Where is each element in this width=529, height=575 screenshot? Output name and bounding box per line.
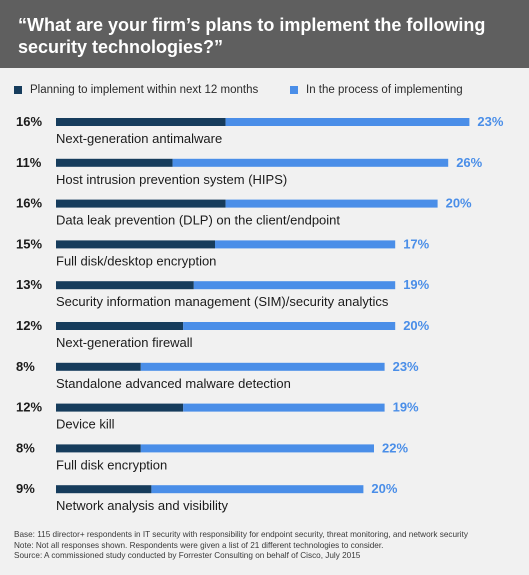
category-label: Next-generation antimalware [56, 131, 222, 146]
bar-in-process [151, 485, 364, 494]
bar-in-process [140, 444, 374, 453]
bar-planning [56, 240, 215, 249]
bar-in-process [183, 322, 396, 330]
value-label-in-process: 20% [371, 481, 397, 496]
footnotes: Base: 115 director+ respondents in IT se… [14, 530, 524, 562]
header-bar: “What are your firm’s plans to implement… [0, 0, 529, 68]
value-label-in-process: 26% [456, 155, 482, 170]
bar-planning [56, 118, 226, 126]
bar-in-process [225, 199, 438, 208]
value-label-planning: 8% [16, 359, 35, 374]
category-label: Security information management (SIM)/se… [56, 294, 389, 309]
category-label: Network analysis and visibility [56, 498, 228, 513]
bar-in-process [215, 240, 396, 249]
bar-in-process [172, 158, 449, 167]
category-label: Full disk encryption [56, 457, 167, 472]
category-label: Full disk/desktop encryption [56, 253, 216, 268]
value-label-planning: 8% [16, 440, 35, 455]
category-label: Data leak prevention (DLP) on the client… [56, 213, 340, 228]
bar-planning [56, 444, 141, 453]
category-label: Device kill [56, 417, 115, 432]
bar-planning [56, 199, 226, 208]
value-label-planning: 15% [16, 236, 42, 251]
chart-title: “What are your firm’s plans to implement… [18, 15, 486, 57]
footnote-note: Note: Not all responses shown. Responden… [14, 540, 384, 550]
category-label: Next-generation firewall [56, 335, 193, 350]
value-label-in-process: 23% [477, 114, 503, 129]
value-label-planning: 12% [16, 318, 42, 333]
bar-planning [56, 322, 184, 330]
bar-planning [56, 362, 141, 371]
legend-item-in-process: In the process of implementing [290, 84, 463, 96]
bar-in-process [193, 281, 396, 290]
value-label-planning: 13% [16, 277, 42, 292]
footnote-base: Base: 115 director+ respondents in IT se… [14, 530, 468, 539]
stacked-bar-chart: 16% 23% Next-generation antimalware 11% 26% H… [16, 114, 504, 513]
bar-in-process [183, 403, 385, 412]
legend-label-in-process: In the process of implementing [306, 84, 463, 96]
category-label: Standalone advanced malware detection [56, 376, 291, 391]
bar-planning [56, 403, 184, 412]
legend-swatch-planning [14, 86, 22, 94]
footnote-source: Source: A commissioned study conducted b… [14, 551, 361, 560]
bar-in-process [140, 362, 385, 371]
value-label-planning: 16% [16, 196, 42, 211]
value-label-planning: 9% [16, 481, 35, 496]
value-label-in-process: 20% [446, 196, 472, 211]
value-label-in-process: 19% [403, 277, 429, 292]
value-label-planning: 11% [16, 155, 42, 170]
value-label-in-process: 20% [403, 318, 429, 333]
value-label-in-process: 22% [382, 440, 408, 455]
category-label: Host intrusion prevention system (HIPS) [56, 172, 287, 187]
bar-planning [56, 485, 152, 494]
legend-label-planning: Planning to implement within next 12 mon… [30, 84, 259, 96]
legend-swatch-in-process [290, 86, 298, 94]
value-label-in-process: 19% [393, 400, 419, 415]
bar-planning [56, 281, 194, 290]
bar-planning [56, 158, 173, 167]
value-label-planning: 12% [16, 400, 42, 415]
value-label-in-process: 23% [393, 359, 419, 374]
legend-item-planning: Planning to implement within next 12 mon… [14, 84, 258, 96]
bar-in-process [225, 118, 470, 126]
value-label-in-process: 17% [403, 236, 429, 251]
value-label-planning: 16% [16, 114, 42, 129]
